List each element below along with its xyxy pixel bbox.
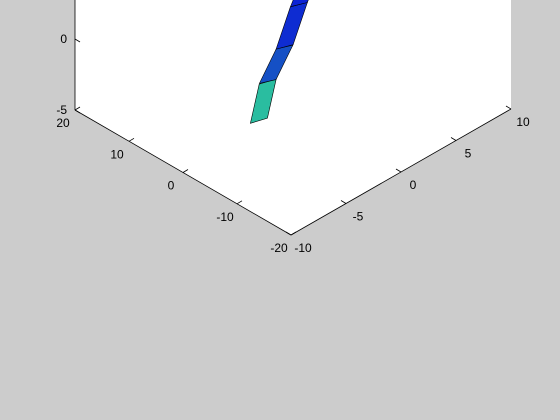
z-tick	[74, 109, 81, 114]
y-tick	[505, 105, 512, 110]
surface-patch	[290, 0, 309, 8]
x-tick-label: 10	[110, 147, 124, 161]
x-tick-label: 20	[56, 116, 70, 130]
y-tick-label: 5	[465, 147, 472, 161]
axes-background	[75, 0, 511, 235]
x-tick-label: 0	[168, 179, 175, 193]
x-tick-label: -10	[216, 210, 234, 224]
tick-marks	[74, 38, 512, 236]
x-tick	[128, 137, 135, 142]
y-tick	[395, 168, 402, 173]
x-tick	[74, 106, 81, 111]
x-tick	[290, 231, 297, 236]
surface-strip	[249, 0, 309, 124]
x-tick	[182, 169, 189, 173]
z-tick	[74, 38, 81, 43]
y-tick-label: -5	[353, 210, 364, 224]
y-tick-label: 10	[516, 115, 530, 129]
z-tick-label: 0	[60, 32, 67, 46]
y-tick	[340, 200, 347, 204]
x-tick-label: -20	[270, 241, 288, 255]
z-tick-label: -5	[56, 103, 67, 117]
x-tick	[236, 200, 243, 205]
y-tick	[450, 137, 457, 141]
y-tick	[285, 231, 292, 236]
y-tick-label: -10	[294, 241, 312, 255]
y-tick-label: 0	[410, 178, 417, 192]
surface-patch	[249, 78, 277, 124]
